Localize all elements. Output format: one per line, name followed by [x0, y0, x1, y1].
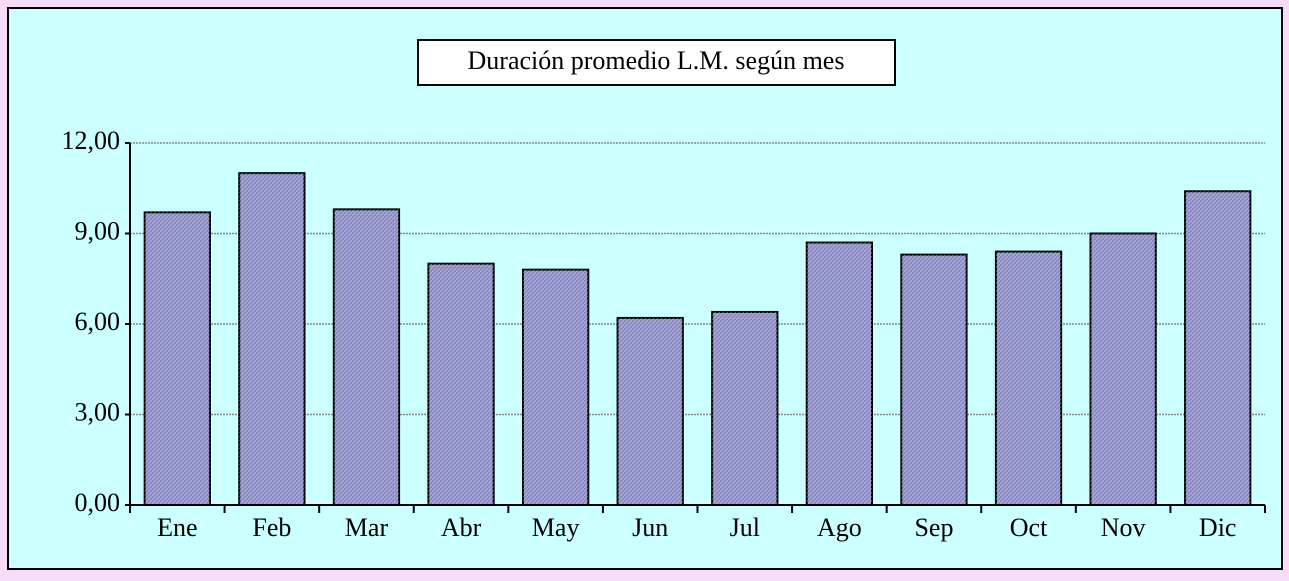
- bar-hatch: [712, 311, 778, 505]
- bar-hatch: [239, 173, 305, 505]
- x-tick-label: Mar: [345, 513, 389, 542]
- y-tick-label: 0,00: [75, 488, 121, 517]
- x-tick-label: Jun: [632, 513, 668, 542]
- x-tick-label: Jul: [730, 513, 760, 542]
- bar-hatch: [1090, 233, 1156, 505]
- y-tick-label: 3,00: [75, 397, 121, 426]
- bar-hatch: [144, 212, 210, 505]
- bar-hatch: [522, 269, 589, 505]
- title-box: [417, 39, 896, 86]
- bar-hatch: [333, 209, 400, 505]
- y-tick-label: 12,00: [62, 126, 121, 155]
- bar-hatch: [1185, 191, 1251, 505]
- y-tick-label: 6,00: [75, 307, 121, 336]
- x-tick-label: Abr: [441, 513, 482, 542]
- x-tick-label: Sep: [914, 513, 953, 542]
- bar-hatch: [617, 317, 683, 505]
- x-tick-label: Dic: [1199, 513, 1237, 542]
- x-tick-label: Oct: [1010, 513, 1048, 542]
- x-tick-label: May: [532, 513, 580, 542]
- x-tick-label: Ago: [817, 513, 862, 542]
- bar-hatch: [428, 263, 494, 505]
- x-tick-label: Nov: [1101, 513, 1146, 542]
- x-tick-label: Feb: [252, 513, 291, 542]
- y-tick-label: 9,00: [75, 216, 121, 245]
- chart-title: Duración promedio L.M. según mes: [468, 46, 845, 75]
- x-tick-label: Ene: [157, 513, 197, 542]
- bar-hatch: [901, 254, 967, 505]
- bar-hatch: [995, 251, 1062, 505]
- bar-hatch: [806, 242, 873, 506]
